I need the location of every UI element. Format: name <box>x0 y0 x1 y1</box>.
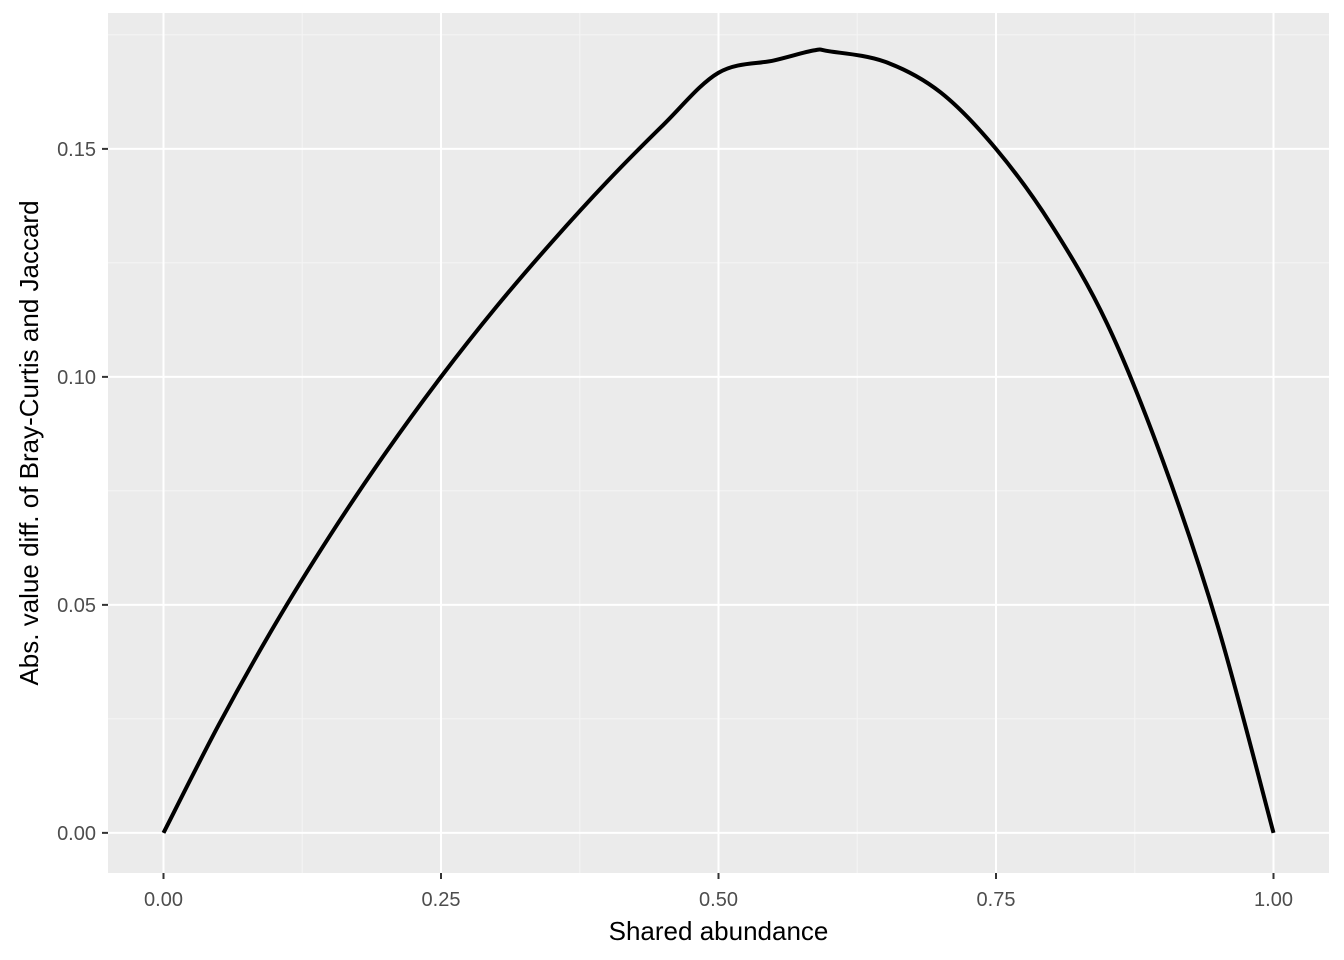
y-tick-label: 0.05 <box>57 595 96 617</box>
x-tick-label: 1.00 <box>1254 889 1293 911</box>
y-tick-label: 0.10 <box>57 367 96 389</box>
x-tick-label: 0.00 <box>144 889 183 911</box>
y-tick-label: 0.00 <box>57 823 96 845</box>
y-tick-label: 0.15 <box>57 139 96 161</box>
x-axis-ticks: 0.00 0.25 0.50 0.75 1.00 <box>144 873 1293 911</box>
x-tick-label: 0.25 <box>422 889 461 911</box>
x-tick-label: 0.50 <box>699 889 738 911</box>
x-tick-label: 0.75 <box>977 889 1016 911</box>
x-axis-title: Shared abundance <box>609 916 829 946</box>
major-gridlines <box>108 13 1329 873</box>
series-line <box>161 47 1276 834</box>
y-axis-ticks: 0.00 0.05 0.10 0.15 <box>57 139 108 845</box>
y-axis-title: Abs. value diff. of Bray-Curtis and Jacc… <box>14 200 44 685</box>
